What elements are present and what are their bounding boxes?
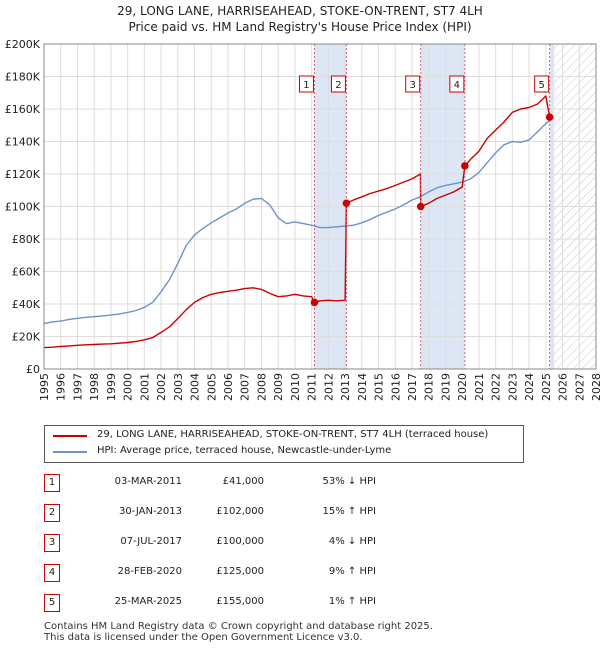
x-tick-label: 2021 — [473, 373, 486, 401]
transaction-hpi-diff: 9% ↑ HPI — [328, 566, 376, 577]
x-tick-label: 2018 — [423, 373, 436, 401]
x-tick-label: 2007 — [239, 373, 252, 401]
transaction-label-box — [405, 75, 421, 93]
x-tick-label: 2002 — [155, 373, 168, 401]
y-tick-label: £120K — [5, 168, 41, 181]
x-tick-label: 1996 — [55, 373, 68, 401]
transaction-date: 07-JUL-2017 — [120, 536, 182, 547]
transaction-date: 28-FEB-2020 — [117, 566, 182, 577]
footer: Contains HM Land Registry data © Crown c… — [44, 621, 433, 643]
table-row: 2 30-JAN-2013 £102,000 15% ↑ HPI — [44, 504, 424, 524]
table-row: 5 25-MAR-2025 £155,000 1% ↑ HPI — [44, 594, 424, 614]
legend-swatch-property — [53, 435, 87, 437]
transaction-badge: 5 — [44, 594, 60, 612]
legend-swatch-hpi — [53, 451, 87, 453]
transaction-price: £100,000 — [216, 536, 264, 547]
x-tick-label: 2026 — [557, 373, 570, 401]
x-tick-label: 1995 — [38, 373, 51, 401]
hpi-line — [44, 119, 551, 325]
x-tick-label: 2019 — [439, 373, 452, 401]
x-tick-label: 2006 — [222, 373, 235, 401]
transaction-hpi-diff: 4% ↓ HPI — [328, 536, 376, 547]
y-tick-label: £160K — [5, 103, 41, 116]
transaction-point — [310, 298, 319, 307]
y-tick-label: £140K — [5, 136, 41, 149]
x-tick-label: 2010 — [289, 373, 302, 401]
x-tick-label: 2005 — [205, 373, 218, 401]
plot-frame — [43, 43, 597, 370]
legend-label-property: 29, LONG LANE, HARRISEAHEAD, STOKE-ON-TR… — [97, 429, 489, 440]
chart-title-line1: 29, LONG LANE, HARRISEAHEAD, STOKE-ON-TR… — [117, 4, 483, 18]
transaction-price: £125,000 — [216, 566, 264, 577]
legend: 29, LONG LANE, HARRISEAHEAD, STOKE-ON-TR… — [44, 425, 524, 463]
x-tick-label: 2011 — [306, 373, 319, 401]
x-tick-label: 2000 — [122, 373, 135, 401]
x-tick-label: 2020 — [456, 373, 469, 401]
transaction-badge: 2 — [44, 504, 60, 522]
x-tick-label: 2008 — [255, 373, 268, 401]
x-tick-label: 2015 — [373, 373, 386, 401]
y-tick-label: £180K — [5, 71, 41, 84]
transaction-point — [416, 202, 425, 211]
x-tick-label: 2023 — [506, 373, 519, 401]
price-chart: 1 2 3 4 5 £0 £20K £40K £60K £80K £100K £120K £140K £… — [5, 38, 600, 401]
transaction-badge: 1 — [44, 474, 60, 492]
y-tick-label: £200K — [5, 38, 41, 51]
x-tick-label: 2027 — [573, 373, 586, 401]
x-tick-label: 2016 — [389, 373, 402, 401]
x-tick-label: 2003 — [172, 373, 185, 401]
x-tick-label: 2028 — [590, 373, 600, 401]
x-tick-label: 2025 — [540, 373, 553, 401]
x-tick-label: 1998 — [88, 373, 101, 401]
transaction-label: 2 — [335, 80, 341, 91]
transaction-label-box — [298, 75, 314, 93]
table-row: 3 07-JUL-2017 £100,000 4% ↓ HPI — [44, 534, 424, 554]
x-tick-label: 1997 — [71, 373, 84, 401]
table-row: 4 28-FEB-2020 £125,000 9% ↑ HPI — [44, 564, 424, 584]
x-tick-label: 2024 — [523, 373, 536, 401]
transaction-label-box — [534, 75, 550, 93]
legend-label-hpi: HPI: Average price, terraced house, Newc… — [97, 445, 392, 456]
transaction-label: 4 — [454, 80, 460, 91]
footer-copyright: Contains HM Land Registry data © Crown c… — [44, 621, 433, 632]
y-tick-label: £60K — [12, 266, 41, 279]
footer-licence: This data is licensed under the Open Gov… — [44, 632, 363, 643]
transaction-point — [342, 199, 351, 208]
transaction-hpi-diff: 53% ↓ HPI — [322, 476, 376, 487]
y-tick-label: £0 — [26, 363, 40, 376]
transaction-label-box — [449, 75, 465, 93]
x-tick-label: 2009 — [272, 373, 285, 401]
x-tick-label: 2022 — [490, 373, 503, 401]
y-tick-label: £40K — [12, 298, 41, 311]
transaction-badge: 3 — [44, 534, 60, 552]
transaction-label-box — [330, 75, 346, 93]
transaction-price: £102,000 — [216, 506, 264, 517]
x-tick-label: 2004 — [189, 373, 202, 401]
x-tick-label: 2014 — [356, 373, 369, 401]
transaction-label: 3 — [410, 80, 416, 91]
transaction-hpi-diff: 1% ↑ HPI — [328, 596, 376, 607]
chart-title-line2: Price paid vs. HM Land Registry's House … — [128, 20, 472, 34]
transaction-price: £41,000 — [222, 476, 264, 487]
x-tick-label: 2017 — [406, 373, 419, 401]
transaction-hpi-diff: 15% ↑ HPI — [322, 506, 376, 517]
transaction-price: £155,000 — [216, 596, 264, 607]
transaction-date: 25-MAR-2025 — [114, 596, 182, 607]
transaction-point — [545, 113, 554, 121]
x-tick-label: 1999 — [105, 373, 118, 401]
transaction-date: 30-JAN-2013 — [118, 506, 182, 517]
x-tick-label: 2001 — [138, 373, 151, 401]
transaction-date: 03-MAR-2011 — [114, 476, 182, 487]
y-tick-label: £100K — [5, 201, 41, 214]
y-tick-label: £80K — [12, 233, 41, 246]
x-tick-label: 2012 — [322, 373, 335, 401]
transaction-label: 1 — [303, 80, 309, 91]
transaction-point — [461, 162, 469, 170]
y-tick-label: £20K — [12, 331, 41, 344]
transaction-badge: 4 — [44, 564, 60, 582]
transaction-label: 5 — [538, 80, 544, 91]
x-tick-label: 2013 — [339, 373, 352, 401]
table-row: 1 03-MAR-2011 £41,000 53% ↓ HPI — [44, 474, 424, 494]
